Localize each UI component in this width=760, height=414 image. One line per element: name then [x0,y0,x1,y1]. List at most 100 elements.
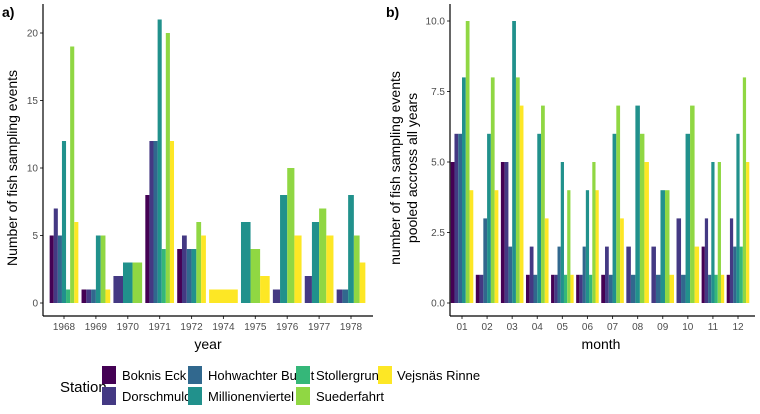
y-tick-label: 5 [32,231,38,242]
bar-11-suederfahrt [717,162,721,303]
bar-1975-millionenviertel [240,222,251,303]
bar-09-vejsn-s-rinne [669,274,675,303]
bar-06-hohwachter-bucht [582,246,586,303]
legend-label: Vejsnäs Rinne [397,368,480,383]
bar-1976-suederfahrt [287,168,295,303]
bar-12-stollergrund [739,246,743,303]
bar-09-dorschmulde [651,246,656,303]
bar-01-millionenviertel [462,77,466,304]
panel-label-b: b) [386,4,399,20]
bar-1978-millionenviertel [348,195,354,303]
bar-05-suederfahrt [567,190,571,303]
bar-1969-vejsn-s-rinne [105,289,111,303]
y-tick-label: 2.5 [431,228,445,239]
bar-09-millionenviertel [660,190,665,303]
bar-1977-vejsn-s-rinne [326,235,334,303]
bar-1978-vejsn-s-rinne [359,262,366,303]
bar-1969-dorschmulde [86,289,92,303]
bar-1968-millionenviertel [61,141,67,303]
bar-1970-suederfahrt [132,262,143,303]
bar-03-vejsn-s-rinne [519,105,524,303]
bar-04-vejsn-s-rinne [544,218,549,303]
bar-1974-vejsn-s-rinne [209,289,238,303]
x-tick-label: 04 [532,322,544,333]
legend-key-boknis-eck [102,366,116,384]
bar-01-vejsn-s-rinne [469,190,474,303]
bar-1978-suederfahrt [353,235,360,303]
bar-1968-dorschmulde [53,208,58,303]
legend-key-stollergrund [296,366,310,384]
x-tick-label: 1970 [117,322,140,333]
bar-1968-stollergrund [66,289,71,303]
bar-1975-vejsn-s-rinne [260,276,270,303]
bar-10-suederfahrt [690,105,695,303]
x-axis-title-b: month [582,336,621,352]
bar-1971-stollergrund [161,249,166,303]
bar-11-millionenviertel [711,162,715,303]
x-tick-label: 1978 [340,322,363,333]
bar-03-suederfahrt [515,77,520,304]
bar-11-vejsn-s-rinne [720,274,725,303]
legend-title: Station [60,379,107,396]
bar-05-stollergrund [563,274,568,303]
bar-07-millionenviertel [612,133,617,303]
legend: Station Boknis Eck Dorschmulde Hohwachter … [60,366,480,405]
legend-label: Dorschmulde [122,389,199,404]
y-tick-label: 7.5 [431,87,445,98]
bar-07-vejsn-s-rinne [620,218,624,303]
y-tick-label: 10 [27,164,39,175]
bar-11-hohwachter-bucht [708,274,712,303]
bar-11-boknis-eck [701,246,705,303]
bar-1972-dorschmulde [181,235,187,303]
bar-1977-dorschmulde [304,276,312,303]
bar-1968-boknis-eck [49,235,54,303]
bar-10-millionenviertel [685,133,691,303]
x-tick-label: 11 [708,322,719,333]
x-tick-label: 03 [507,322,519,333]
bar-1968-suederfahrt [70,46,75,303]
bar-07-suederfahrt [616,105,621,303]
bar-1971-dorschmulde [149,141,154,303]
bar-1971-millionenviertel [157,19,162,303]
y-axis-title-a: Number of fish sampling events [4,70,20,266]
panel-a-year: a) Number of fish sampling events year 0… [2,4,373,352]
bar-1975-suederfahrt [250,249,261,303]
bar-1969-hohwachter-bucht [91,289,96,303]
y-axis-title-b-line2: pooled accross all years [404,93,420,243]
bar-02-boknis-eck [475,274,480,303]
bar-06-boknis-eck [576,274,580,303]
bar-07-hohwachter-bucht [608,274,613,303]
bar-03-hohwachter-bucht [508,246,513,303]
bar-09-hohwachter-bucht [655,274,661,303]
x-tick-label: 1974 [212,322,235,333]
bar-1976-millionenviertel [280,195,288,303]
bar-1976-vejsn-s-rinne [294,235,302,303]
bar-1971-suederfahrt [165,33,170,303]
x-axis-title-a: year [194,336,222,352]
bar-01-hohwachter-bucht [458,133,462,303]
x-tick-label: 1968 [53,322,76,333]
bar-1976-dorschmulde [272,289,281,303]
bar-10-dorschmulde [676,218,682,303]
bar-1977-suederfahrt [319,208,327,303]
x-tick-label: 1976 [276,322,299,333]
bar-03-dorschmulde [504,162,509,303]
legend-key-hohwachter-bucht [188,366,202,384]
bar-05-dorschmulde [554,274,558,303]
bar-1977-millionenviertel [311,222,320,303]
bar-1972-suederfahrt [196,222,202,303]
y-tick-label: 0.0 [431,299,445,310]
bar-09-suederfahrt [664,190,670,303]
x-tick-label: 1977 [308,322,331,333]
x-tick-label: 1972 [180,322,203,333]
bar-1970-dorschmulde [113,276,123,303]
x-tick-label: 1971 [149,322,172,333]
bar-06-millionenviertel [585,190,590,303]
bar-10-vejsn-s-rinne [694,246,700,303]
bar-11-dorschmulde [704,218,709,303]
bar-05-millionenviertel [560,162,564,303]
x-tick-label: 12 [732,322,744,333]
bar-06-suederfahrt [592,162,596,303]
bar-10-hohwachter-bucht [681,274,686,303]
y-axis-title-b: number of fish sampling eventspooled acc… [387,71,420,265]
